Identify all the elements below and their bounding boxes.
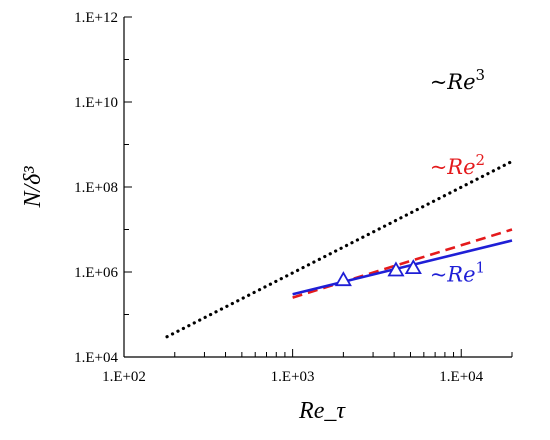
y-tick-label: 1.E+06 — [74, 265, 118, 281]
power-law-label: ~Re3 — [430, 66, 485, 94]
solid-trend-line — [292, 239, 513, 296]
x-tick-label: 1.E+02 — [102, 369, 146, 385]
y-tick-label: 1.E+12 — [74, 10, 118, 26]
y-axis-title: N/δ³ — [20, 166, 46, 209]
x-tick-label: 1.E+04 — [439, 369, 483, 385]
triangle-marker — [404, 259, 422, 275]
x-tick-label: 1.E+03 — [271, 369, 315, 385]
triangle-marker — [387, 261, 405, 277]
tick-labels: 1.E+04 1.E+06 1.E+08 1.E+10 1.E+12 1.E+02 1.E+… — [74, 10, 484, 385]
annotations: ~Re3 ~Re2 ~Re1 — [430, 66, 485, 286]
y-tick-label: 1.E+10 — [74, 95, 118, 111]
triangle-marker — [334, 271, 352, 287]
dotted-trend-line — [165, 159, 514, 339]
ticks — [123, 16, 513, 358]
axes — [123, 17, 512, 358]
power-law-label: ~Re2 — [430, 151, 485, 179]
y-tick-label: 1.E+04 — [74, 350, 118, 366]
series-layer — [165, 159, 514, 339]
axis-titles: Re_τ N/δ³ — [20, 166, 346, 424]
power-law-label: ~Re1 — [430, 258, 485, 286]
y-tick-label: 1.E+08 — [74, 180, 118, 196]
x-axis-title: Re_τ — [298, 398, 346, 424]
